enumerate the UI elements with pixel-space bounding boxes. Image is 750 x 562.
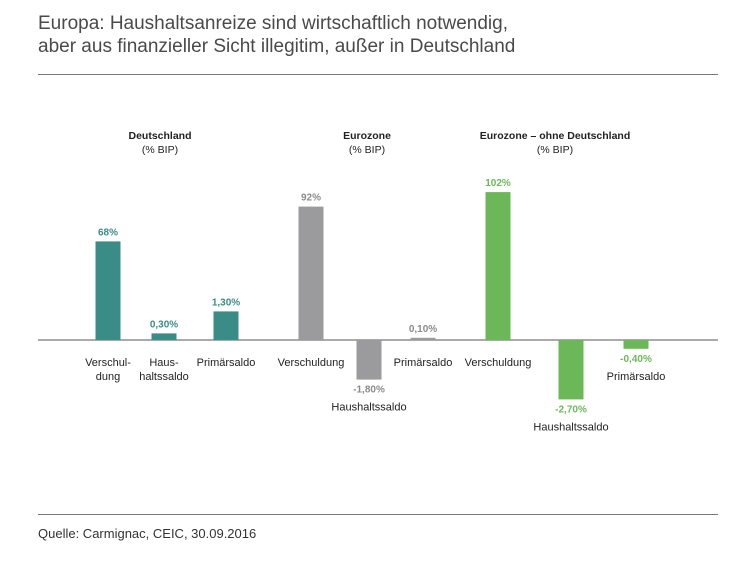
bar — [213, 311, 239, 340]
category-label: haltssaldo — [139, 371, 189, 383]
group-subtitle: (% BIP) — [142, 144, 178, 156]
group-title: Eurozone — [343, 130, 391, 142]
data-label: 1,30% — [212, 297, 240, 308]
category-label: Haushaltssaldo — [331, 402, 406, 414]
group-subtitle: (% BIP) — [537, 144, 573, 156]
category-label: Haushaltssaldo — [533, 421, 608, 433]
group-title: Eurozone – ohne Deutschland — [480, 130, 631, 142]
category-label: Haus- — [149, 357, 179, 369]
group-title: Deutschland — [128, 130, 191, 142]
data-label: 68% — [98, 227, 118, 238]
category-label: Primärsaldo — [394, 357, 453, 369]
bar — [298, 206, 324, 340]
source-note: Quelle: Carmignac, CEIC, 30.09.2016 — [38, 526, 257, 541]
category-label: Verschuldung — [278, 357, 345, 369]
bottom-divider — [38, 514, 718, 515]
data-label: 0,10% — [409, 324, 437, 335]
data-label: 102% — [485, 178, 511, 189]
bar — [558, 340, 584, 400]
data-label: 0,30% — [150, 319, 178, 330]
chart-title-line-2: aber aus finanzieller Sicht illegitim, a… — [38, 36, 516, 57]
bar — [623, 340, 649, 349]
category-label: Verschuldung — [465, 357, 532, 369]
bar — [151, 333, 177, 340]
data-label: -1,80% — [353, 385, 385, 396]
bar — [485, 192, 511, 340]
category-label: Verschul- — [85, 357, 131, 369]
group-subtitle: (% BIP) — [349, 144, 385, 156]
category-label: Primärsaldo — [607, 371, 666, 383]
chart-title: Europa: Haushaltsanreize sind wirtschaft… — [38, 12, 728, 58]
category-label: Primärsaldo — [197, 357, 256, 369]
chart-title-line-1: Europa: Haushaltsanreize sind wirtschaft… — [38, 13, 508, 34]
top-divider — [38, 74, 718, 75]
data-label: -0,40% — [620, 354, 652, 365]
data-label: -2,70% — [555, 404, 587, 415]
bar — [410, 337, 436, 340]
data-label: 92% — [301, 193, 321, 204]
bar — [95, 241, 121, 340]
category-label: dung — [96, 371, 120, 383]
bar — [356, 340, 382, 380]
